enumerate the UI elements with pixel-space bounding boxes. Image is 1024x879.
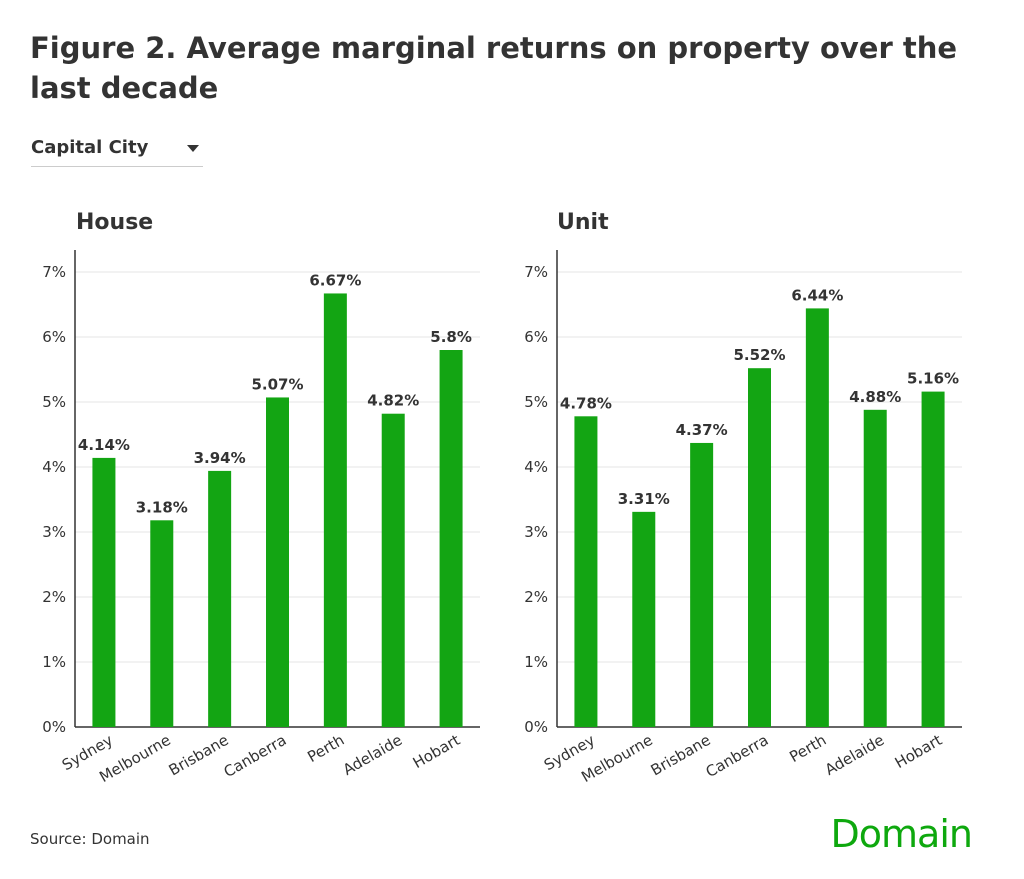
- y-tick-label: 7%: [524, 263, 548, 281]
- bar-melbourne: [632, 511, 656, 727]
- y-tick-label: 6%: [524, 328, 548, 346]
- x-tick-label: Canberra: [703, 731, 772, 781]
- y-tick-label: 1%: [42, 653, 66, 671]
- bar-canberra: [748, 368, 771, 727]
- x-tick-label: Hobart: [892, 731, 945, 772]
- data-label: 4.78%: [560, 394, 612, 412]
- y-tick-label: 0%: [42, 718, 66, 736]
- chart-title: Unit: [557, 210, 609, 235]
- bar-brisbane: [690, 442, 714, 727]
- bar-hobart: [921, 391, 945, 727]
- data-label: 5.07%: [251, 375, 303, 393]
- capital-city-dropdown[interactable]: Capital City: [31, 134, 203, 167]
- data-label: 3.18%: [136, 498, 188, 516]
- bar-perth: [323, 293, 347, 727]
- data-label: 4.88%: [849, 388, 901, 406]
- bar-adelaide: [381, 413, 405, 727]
- data-label: 4.82%: [367, 392, 419, 410]
- bar-adelaide: [863, 409, 887, 727]
- y-tick-label: 2%: [524, 588, 548, 606]
- y-tick-label: 3%: [524, 523, 548, 541]
- data-label: 6.67%: [309, 271, 361, 289]
- bar-sydney: [574, 416, 598, 727]
- x-tick-label: Hobart: [410, 731, 463, 772]
- y-tick-label: 3%: [42, 523, 66, 541]
- x-tick-label: Canberra: [221, 731, 290, 781]
- source-note: Source: Domain: [30, 830, 150, 848]
- y-tick-label: 7%: [42, 263, 66, 281]
- y-tick-label: 6%: [42, 328, 66, 346]
- chart-panel-house: House0%1%2%3%4%5%6%7%4.14%Sydney3.18%Mel…: [42, 210, 480, 786]
- dropdown-selected-value: Capital City: [31, 137, 149, 158]
- data-label: 5.52%: [733, 346, 785, 364]
- data-label: 4.14%: [78, 436, 130, 454]
- bar-hobart: [439, 350, 463, 727]
- chart-title: House: [76, 210, 153, 235]
- bar-perth: [805, 308, 829, 727]
- y-tick-label: 5%: [42, 393, 66, 411]
- bar-brisbane: [208, 470, 232, 727]
- y-tick-label: 0%: [524, 718, 548, 736]
- caret-down-icon: [187, 145, 199, 152]
- data-label: 3.31%: [618, 490, 670, 508]
- x-tick-label: Adelaide: [822, 731, 887, 779]
- bar-melbourne: [150, 520, 174, 727]
- data-label: 5.8%: [430, 328, 472, 346]
- data-label: 5.16%: [907, 370, 959, 388]
- y-tick-label: 4%: [42, 458, 66, 476]
- data-label: 6.44%: [791, 286, 843, 304]
- y-tick-label: 2%: [42, 588, 66, 606]
- y-tick-label: 5%: [524, 393, 548, 411]
- page-title: Figure 2. Average marginal returns on pr…: [30, 31, 958, 105]
- x-tick-label: Perth: [304, 731, 347, 766]
- x-tick-label: Brisbane: [166, 731, 232, 780]
- y-tick-label: 4%: [524, 458, 548, 476]
- bar-sydney: [92, 457, 116, 727]
- data-label: 4.37%: [676, 421, 728, 439]
- x-tick-label: Brisbane: [648, 731, 714, 780]
- x-tick-label: Adelaide: [340, 731, 405, 779]
- data-label: 3.94%: [194, 449, 246, 467]
- x-tick-label: Perth: [786, 731, 829, 766]
- chart-panel-unit: Unit0%1%2%3%4%5%6%7%4.78%Sydney3.31%Melb…: [524, 210, 962, 786]
- bar-canberra: [266, 397, 289, 727]
- domain-logo: Domain: [830, 812, 973, 856]
- y-tick-label: 1%: [524, 653, 548, 671]
